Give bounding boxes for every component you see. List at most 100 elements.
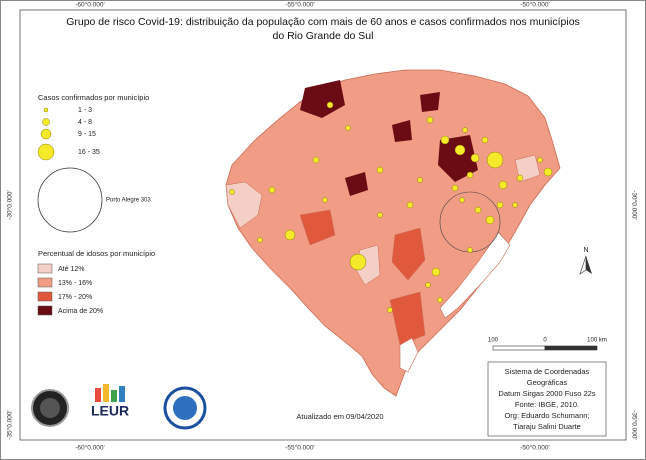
case-bubble (326, 101, 334, 109)
state-map (225, 69, 561, 397)
north-label: N (583, 247, 588, 254)
case-bubble (462, 127, 468, 133)
legend-swatch (37, 291, 53, 302)
lagoa-mirim (399, 337, 419, 373)
logo-building (111, 390, 117, 402)
scale-segment (544, 345, 598, 351)
case-bubble (466, 171, 474, 179)
case-bubble (486, 151, 504, 169)
case-bubble (496, 201, 504, 209)
legend-swatch (37, 305, 53, 316)
coord-label: -30°0.000' (6, 190, 14, 220)
map-frame (19, 9, 627, 441)
case-bubble (516, 174, 524, 182)
legend-label: 17% - 20% (58, 294, 92, 301)
legend-title: Casos confirmados por município (38, 93, 149, 102)
case-bubble (376, 166, 384, 174)
case-bubble (459, 197, 465, 203)
title-line: Grupo de risco Covid-19: distribuição da… (66, 16, 580, 28)
lagoa-dos-patos (439, 231, 511, 319)
case-bubble (417, 177, 423, 183)
legend-label: 16 - 35 (78, 149, 100, 156)
case-bubble (229, 189, 235, 195)
logo-building (119, 386, 125, 402)
coord-label: -50°0.000' (520, 1, 550, 9)
info-line: Fonte: IBGE, 2010. (515, 400, 579, 409)
case-bubble (474, 206, 482, 214)
logo-university-inner (173, 396, 197, 420)
info-line: Sistema de Coordenadas (505, 367, 590, 376)
legend-symbol (37, 143, 55, 161)
case-bubble (512, 202, 518, 208)
scale-segment (492, 345, 546, 351)
case-bubble (349, 253, 367, 271)
scale-label: 100 (488, 338, 499, 344)
coord-label: -35°0.000' (6, 410, 14, 440)
logo-building (95, 388, 101, 402)
case-bubble (481, 136, 489, 144)
info-box (487, 361, 607, 437)
region-mid (299, 209, 336, 246)
case-bubble (345, 125, 351, 131)
legend-swatch (37, 277, 53, 288)
north-arrow-right (586, 256, 592, 274)
legend-label: 9 - 15 (78, 131, 96, 138)
logo-building (103, 384, 109, 402)
updated-label: Atualizado em 09/04/2020 (296, 412, 383, 421)
legend-symbol (42, 118, 50, 126)
logos: LEUR (31, 384, 207, 430)
case-bubble (268, 186, 276, 194)
coord-label: -35°0.000' (630, 410, 638, 440)
legend-label: 1 - 3 (78, 107, 92, 114)
scale-label: 0 (543, 338, 547, 344)
case-bubble (437, 297, 443, 303)
logo-text: LEUR (91, 403, 129, 419)
case-bubble (425, 282, 431, 288)
coord-label: -60°0.000' (75, 1, 105, 9)
legend-symbol (40, 128, 52, 140)
info-line: Tiaraju Salini Duarte (513, 422, 581, 431)
legend-capital-symbol (37, 167, 103, 233)
coord-label: -55°0.000' (285, 1, 315, 9)
scale-bar: 100 0 100 km (488, 338, 607, 351)
legend-swatch (37, 263, 53, 274)
north-arrow: N (579, 247, 592, 275)
region-mid (391, 227, 426, 281)
legend-title: Percentual de idosos por município (38, 249, 155, 258)
region-high (300, 80, 345, 118)
coord-label: -30°0.000' (630, 190, 638, 220)
coord-label: -60°0.000' (75, 444, 105, 452)
case-bubble (451, 184, 459, 192)
case-bubble (257, 237, 263, 243)
region-high (420, 92, 440, 112)
case-bubble (406, 201, 414, 209)
region-high (438, 135, 478, 182)
region-high (392, 120, 412, 142)
case-bubble (440, 135, 450, 145)
legend-capital-label: Porto Alegre 303 (106, 198, 151, 204)
logo-seal-inner (40, 398, 60, 418)
region-high (345, 172, 368, 196)
legend-label: Até 12% (58, 266, 84, 273)
case-bubble (498, 180, 508, 190)
title-line: do Rio Grande do Sul (273, 30, 374, 42)
case-bubble (537, 157, 543, 163)
coord-label: -55°0.000' (285, 444, 315, 452)
case-bubble (387, 307, 393, 313)
legend-label: Acima de 20% (58, 308, 103, 315)
info-line: Geográficas (527, 378, 568, 387)
case-bubble (543, 167, 553, 177)
case-bubble (312, 156, 320, 164)
case-bubble (485, 215, 495, 225)
coord-label: -50°0.000' (520, 444, 550, 452)
case-bubble (426, 116, 434, 124)
legend-symbol (43, 107, 49, 113)
legend-label: 13% - 16% (58, 280, 92, 287)
case-bubble (470, 153, 480, 163)
case-bubble (284, 229, 296, 241)
case-bubble (322, 197, 328, 203)
scale-label: 100 km (587, 338, 607, 344)
case-bubble (454, 144, 466, 156)
case-bubble (431, 267, 441, 277)
